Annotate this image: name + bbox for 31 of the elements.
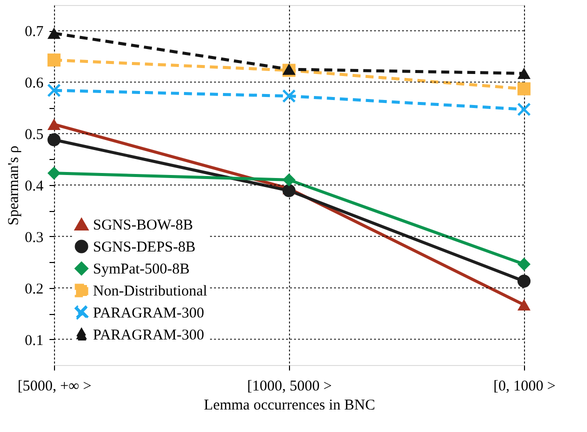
point bbox=[282, 184, 296, 198]
point bbox=[47, 54, 61, 67]
y-tick-label: 0.6 bbox=[24, 76, 44, 92]
legend-label: Non-Distributional bbox=[93, 284, 208, 300]
point bbox=[47, 133, 61, 146]
point bbox=[47, 84, 61, 97]
y-tick-label: 0.7 bbox=[24, 24, 44, 40]
point bbox=[47, 28, 61, 39]
y-axis-title: Spearman's ρ bbox=[6, 146, 22, 226]
y-tick-label: 0.2 bbox=[24, 281, 44, 298]
point bbox=[517, 102, 531, 116]
legend-label: SGNS-DEPS-8B bbox=[93, 240, 196, 256]
y-tick-label: 0.3 bbox=[24, 230, 44, 246]
legend-label: SymPat-500-8B bbox=[93, 262, 190, 278]
point bbox=[47, 166, 61, 180]
point bbox=[282, 173, 296, 186]
legend-label: SGNS-BOW-8B bbox=[93, 218, 194, 234]
x-tick-label: [5000, +∞ > bbox=[18, 378, 92, 394]
x-tick-label: [0, 1000 > bbox=[493, 378, 556, 394]
x-tick-label: [1000, 5000 > bbox=[247, 378, 332, 394]
point bbox=[517, 274, 531, 288]
point bbox=[282, 90, 296, 103]
point bbox=[517, 68, 531, 80]
y-tick-label: 0.1 bbox=[24, 332, 44, 349]
x-axis-title: Lemma occurrences in BNC bbox=[204, 398, 376, 414]
point bbox=[517, 82, 531, 96]
y-tick-label: 0.4 bbox=[24, 178, 44, 194]
point bbox=[517, 258, 531, 271]
legend-label: PARAGRAM-300 bbox=[93, 328, 204, 344]
y-tick-label: 0.5 bbox=[24, 127, 44, 144]
legend-label: PARAGRAM-300 bbox=[93, 306, 204, 322]
